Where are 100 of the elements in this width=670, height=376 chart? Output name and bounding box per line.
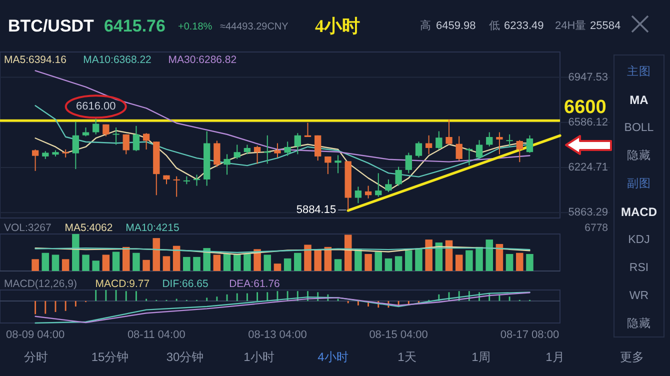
text: 1天 xyxy=(398,350,416,364)
text: 25584 xyxy=(590,20,621,32)
bar xyxy=(203,248,210,271)
text: 6778 xyxy=(584,222,608,234)
candlestick xyxy=(92,118,100,135)
bar xyxy=(172,246,180,271)
bar xyxy=(122,246,130,271)
candlestick xyxy=(436,130,442,150)
bar xyxy=(466,250,473,271)
text: 更多 xyxy=(620,350,644,364)
bar xyxy=(244,254,251,271)
bar xyxy=(506,254,514,271)
text: 6233.49 xyxy=(504,20,544,32)
candlestick xyxy=(234,144,240,160)
bar xyxy=(526,254,534,271)
text: 15分钟 xyxy=(91,350,129,364)
text: 1月 xyxy=(546,350,564,364)
text: MACD xyxy=(621,205,658,219)
candlestick xyxy=(426,134,432,155)
text: 4小时 xyxy=(318,350,348,364)
bar xyxy=(476,246,483,271)
candlestick xyxy=(314,134,322,162)
text: ≈44493.29CNY xyxy=(220,22,289,32)
candlestick xyxy=(486,132,493,147)
candlestick xyxy=(446,118,452,146)
series-label: MA10:4215 xyxy=(126,222,180,234)
x-tick-label: 08-15 04:00 xyxy=(369,329,428,341)
bar xyxy=(233,254,241,271)
candlestick xyxy=(354,186,362,204)
candlestick xyxy=(214,140,220,168)
bar xyxy=(62,259,70,271)
bar xyxy=(496,244,504,271)
candlestick xyxy=(112,127,120,146)
bar xyxy=(112,252,120,271)
bar xyxy=(425,240,432,271)
text: +0.18% xyxy=(178,22,212,32)
candlestick xyxy=(526,134,534,154)
candlestick xyxy=(385,178,392,193)
bar xyxy=(152,238,160,271)
bar xyxy=(374,252,382,271)
bar xyxy=(304,244,312,271)
bar xyxy=(455,254,463,271)
text: 隐藏 xyxy=(627,317,651,330)
candlestick xyxy=(244,144,251,155)
x-tick-label: 08-13 04:00 xyxy=(248,329,307,341)
candlestick xyxy=(405,152,412,174)
ref-line-label: 6600 xyxy=(564,97,606,118)
bar xyxy=(415,248,422,271)
text: 24H量 xyxy=(555,20,586,32)
candlestick xyxy=(32,148,39,172)
series-label: DEA:61.76 xyxy=(229,278,280,290)
bar xyxy=(384,258,392,271)
annotation: 6616.00 xyxy=(76,100,116,113)
candlestick xyxy=(72,121,80,170)
bar xyxy=(516,252,524,271)
bar xyxy=(82,254,90,271)
y-tick-label: 6947.53 xyxy=(568,71,608,84)
bar xyxy=(162,256,170,271)
candlestick xyxy=(496,132,503,155)
series-label: MA5:4062 xyxy=(64,222,113,234)
candlestick xyxy=(324,156,332,175)
bar xyxy=(223,254,231,271)
annotation: 5884.15 xyxy=(296,204,336,216)
bar xyxy=(142,260,150,271)
bar xyxy=(334,259,342,271)
bar xyxy=(284,258,292,271)
text: 1周 xyxy=(472,350,490,364)
text: 1小时 xyxy=(244,350,274,364)
candlestick xyxy=(456,136,462,162)
text: MA5:6394.16 xyxy=(4,54,67,66)
bar xyxy=(405,250,412,271)
bar xyxy=(394,256,402,271)
bar xyxy=(344,234,352,271)
y-tick-label: 5863.29 xyxy=(568,206,608,219)
candlestick xyxy=(142,132,150,150)
bar xyxy=(183,256,190,271)
candlestick xyxy=(254,145,261,164)
bar xyxy=(364,254,372,271)
annotation: MACD:9.77 xyxy=(95,278,150,290)
candlestick xyxy=(415,141,422,158)
y-tick-label: 6586.12 xyxy=(568,116,608,128)
text: 6459.98 xyxy=(436,20,476,32)
text: KDJ xyxy=(628,234,650,246)
candlestick xyxy=(274,142,281,158)
bar xyxy=(486,240,493,271)
bar xyxy=(132,252,140,271)
text: 30分钟 xyxy=(166,350,204,364)
candlestick xyxy=(516,140,523,163)
candlestick xyxy=(395,166,402,186)
bar xyxy=(72,234,80,271)
candlestick xyxy=(294,132,301,155)
bar xyxy=(213,254,221,271)
annotation: MACD(12,26,9) xyxy=(4,278,77,290)
text: MA xyxy=(630,93,649,107)
text: 6415.76 xyxy=(104,16,166,36)
text: 隐藏 xyxy=(627,149,651,162)
text: RSI xyxy=(629,262,649,274)
bar xyxy=(193,256,200,271)
bar xyxy=(294,252,302,271)
text: 分时 xyxy=(24,350,48,364)
